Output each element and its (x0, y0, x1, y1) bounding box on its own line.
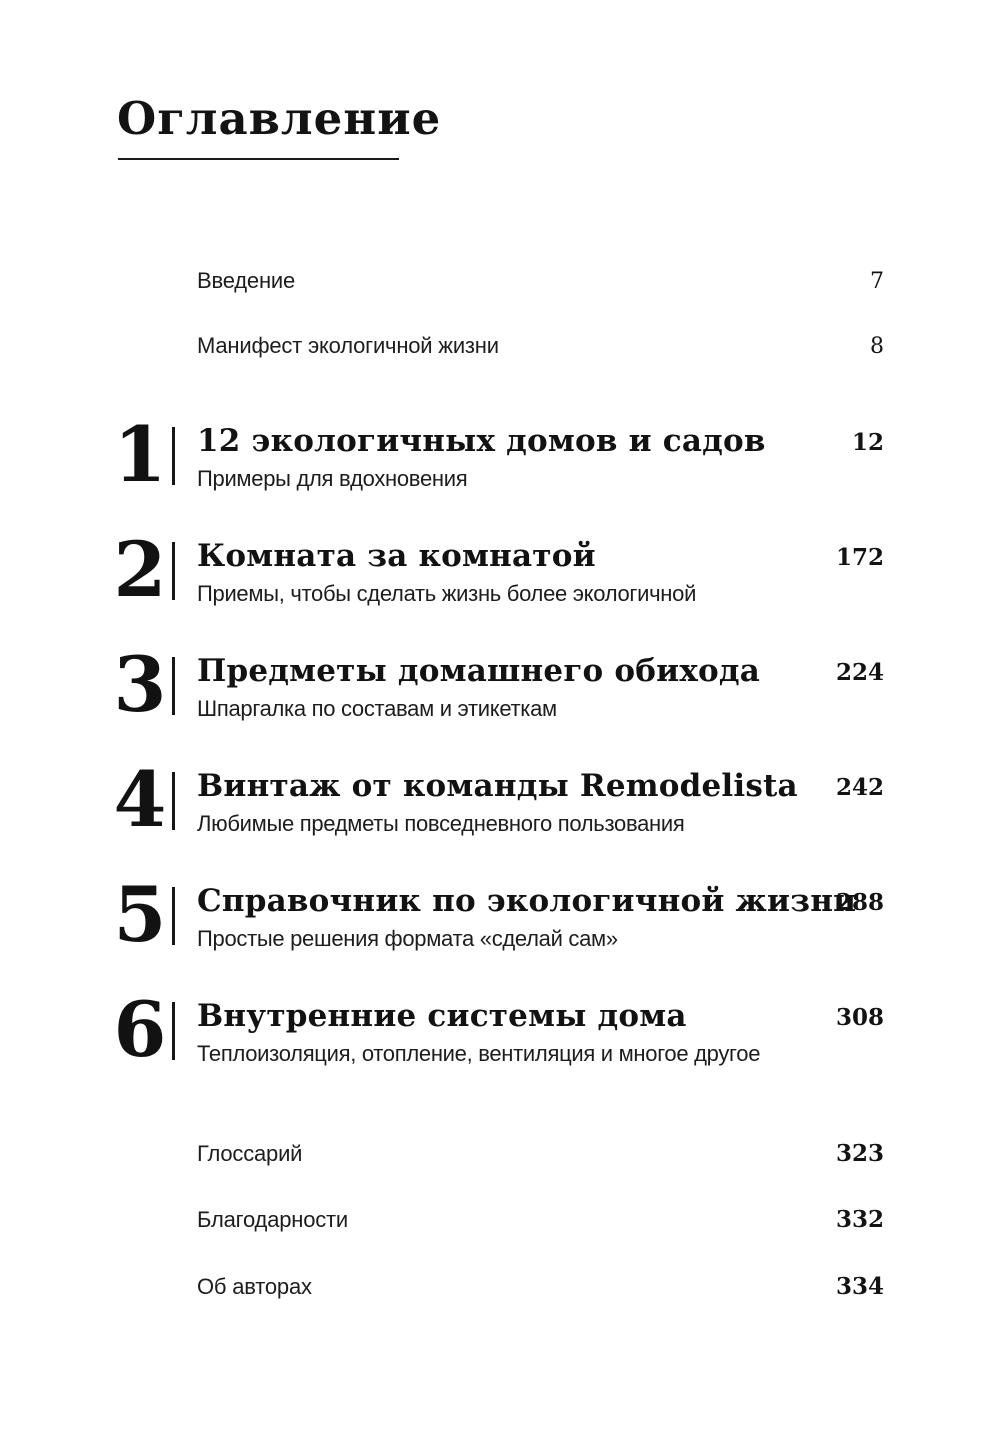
toc-entry-about-authors: Об авторах 334 (197, 1273, 884, 1300)
chapter-text-block: Справочник по экологичной жизни Простые … (197, 883, 857, 951)
chapter-subtitle: Приемы, чтобы сделать жизнь более эколог… (197, 581, 697, 606)
chapter-text-block: Винтаж от команды Remodelista Любимые пр… (197, 769, 824, 835)
chapter-title: Винтаж от команды Remodelista (197, 768, 798, 804)
chapter-number: 1 (113, 410, 167, 499)
toc-entry-page-number: 7 (870, 269, 884, 294)
toc-entry-label: Благодарности (197, 1207, 349, 1232)
chapter-divider-bar (172, 427, 175, 485)
toc-entry-page-number: 323 (835, 1140, 884, 1167)
chapter-subtitle: Шпаргалка по составам и этикеткам (197, 696, 557, 721)
chapter-page-number: 172 (835, 544, 884, 571)
chapter-page-number: 224 (835, 659, 884, 686)
chapter-text-block: Внутренние системы дома Теплоизоляция, о… (197, 999, 824, 1065)
chapter-text-block: 12 экологичных домов и садов Примеры для… (197, 424, 840, 490)
toc-entry-manifesto: Манифест экологичной жизни 8 (197, 333, 884, 359)
chapter-subtitle: Примеры для вдохновения (197, 466, 468, 491)
chapter-divider-bar (172, 772, 175, 830)
toc-entry-label: Введение (197, 268, 296, 293)
chapter-title: Предметы домашнего обихода (197, 653, 761, 689)
title-underline-rule (118, 158, 399, 160)
chapter-number: 6 (113, 985, 167, 1074)
chapter-text-block: Предметы домашнего обихода Шпаргалка по … (197, 654, 824, 720)
chapter-text-block: Комната за комнатой Приемы, чтобы сделат… (197, 539, 824, 605)
chapter-title: Внутренние системы дома (197, 998, 687, 1034)
chapter-entry-1: 1 12 экологичных домов и садов Примеры д… (110, 410, 884, 499)
chapter-divider-bar (172, 542, 175, 600)
chapter-title: Справочник по экологичной жизни (197, 883, 857, 919)
chapter-page-number: 288 (835, 889, 884, 916)
toc-entry-introduction: Введение 7 (197, 268, 884, 294)
toc-entry-label: Об авторах (197, 1274, 312, 1299)
chapter-entry-3: 3 Предметы домашнего обихода Шпаргалка п… (110, 640, 884, 729)
chapter-subtitle: Любимые предметы повседневного пользован… (197, 811, 685, 836)
chapter-page-number: 242 (835, 774, 884, 801)
toc-entry-glossary: Глоссарий 323 (197, 1140, 884, 1167)
chapter-title: 12 экологичных домов и садов (197, 423, 766, 459)
toc-entry-page-number: 334 (835, 1273, 884, 1300)
chapter-entry-4: 4 Винтаж от команды Remodelista Любимые … (110, 755, 884, 844)
chapter-number: 5 (113, 870, 167, 959)
chapter-page-number: 308 (835, 1004, 884, 1031)
chapter-entry-2: 2 Комната за комнатой Приемы, чтобы сдел… (110, 525, 884, 614)
chapter-divider-bar (172, 657, 175, 715)
chapter-number: 4 (113, 755, 167, 844)
toc-entry-label: Манифест экологичной жизни (197, 333, 499, 358)
toc-entry-page-number: 332 (835, 1206, 884, 1233)
chapter-number: 3 (113, 640, 167, 729)
chapter-entry-6: 6 Внутренние системы дома Теплоизоляция,… (110, 985, 884, 1074)
chapter-title: Комната за комнатой (197, 538, 596, 574)
toc-entry-page-number: 8 (870, 334, 884, 359)
chapter-divider-bar (172, 887, 175, 945)
chapter-subtitle: Простые решения формата «сделай сам» (197, 926, 618, 951)
page-title: Оглавление (117, 92, 442, 145)
chapter-page-number: 12 (851, 429, 884, 456)
chapter-divider-bar (172, 1002, 175, 1060)
chapter-number: 2 (113, 525, 167, 614)
toc-entry-label: Глоссарий (197, 1141, 303, 1166)
toc-entry-acknowledgements: Благодарности 332 (197, 1206, 884, 1233)
chapter-subtitle: Теплоизоляция, отопление, вентиляция и м… (197, 1041, 761, 1066)
chapter-entry-5: 5 Справочник по экологичной жизни Просты… (110, 870, 884, 959)
